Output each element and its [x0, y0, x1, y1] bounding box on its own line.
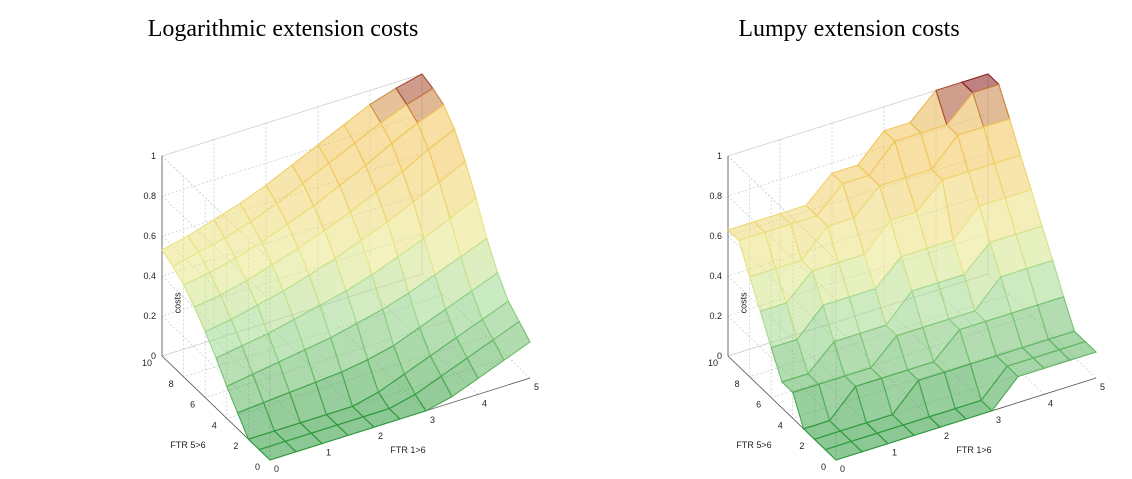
- x-tick-label: 4: [1048, 398, 1053, 408]
- x-tick-label: 5: [1100, 382, 1105, 392]
- z-tick-label: 0.6: [709, 231, 722, 241]
- y-tick-label: 4: [212, 420, 217, 430]
- z-tick-label: 0.4: [709, 271, 722, 281]
- chart-panel-logarithmic: Logarithmic extension costs 0 0.2 0.4 0.6 0.…: [142, 16, 539, 474]
- z-tick-label: 0.2: [143, 311, 156, 321]
- z-tick-label: 0: [717, 351, 722, 361]
- y-tick-label: 8: [169, 379, 174, 389]
- y-tick-label: 6: [756, 400, 761, 410]
- chart-panel-lumpy: Lumpy extension costs 0 0.2 0.4 0.6 0.8 1 0 2 4 6…: [566, 0, 1132, 479]
- surface: [161, 73, 531, 461]
- surface-patch: [492, 320, 531, 362]
- z-tick-label: 0.8: [709, 191, 722, 201]
- z-tick-label: 0: [151, 351, 156, 361]
- chart-title: Logarithmic extension costs: [147, 16, 419, 42]
- x-axis-label: FTR 1>6: [390, 445, 425, 455]
- chart-title: Lumpy extension costs: [738, 16, 960, 42]
- x-axis-label: FTR 1>6: [956, 445, 991, 455]
- surface-patch: [1058, 340, 1098, 361]
- y-tick-label: 10: [142, 358, 152, 368]
- grid-line: [727, 73, 989, 157]
- y-tick-label: 0: [255, 462, 260, 472]
- z-tick-label: 1: [151, 151, 156, 161]
- x-tick-label: 1: [326, 448, 331, 458]
- y-tick-label: 6: [190, 400, 195, 410]
- y-tick-label: 2: [233, 441, 238, 451]
- x-tick-label: 3: [430, 415, 435, 425]
- x-tick-label: 4: [482, 398, 487, 408]
- y-tick-label: 2: [799, 441, 804, 451]
- z-tick-label: 0.8: [143, 191, 156, 201]
- z-axis-label: costs: [173, 292, 183, 314]
- x-tick-label: 3: [996, 415, 1001, 425]
- x-tick-label: 5: [534, 382, 539, 392]
- z-tick-label: 0.4: [143, 271, 156, 281]
- x-tick-label: 0: [840, 464, 845, 474]
- z-tick-label: 0.2: [709, 311, 722, 321]
- surface: [726, 73, 1098, 461]
- z-tick-label: 1: [717, 151, 722, 161]
- x-tick-label: 2: [944, 431, 949, 441]
- y-tick-label: 10: [708, 358, 718, 368]
- z-axis-label: costs: [739, 292, 749, 314]
- x-tick-label: 1: [892, 448, 897, 458]
- grid-line: [161, 73, 423, 157]
- z-tick-label: 0.6: [143, 231, 156, 241]
- x-tick-label: 0: [274, 464, 279, 474]
- y-axis-label: FTR 5>6: [170, 440, 205, 450]
- x-tick-label: 2: [378, 431, 383, 441]
- y-tick-label: 4: [778, 420, 783, 430]
- y-tick-label: 0: [821, 462, 826, 472]
- y-tick-label: 8: [735, 379, 740, 389]
- y-axis-label: FTR 5>6: [736, 440, 771, 450]
